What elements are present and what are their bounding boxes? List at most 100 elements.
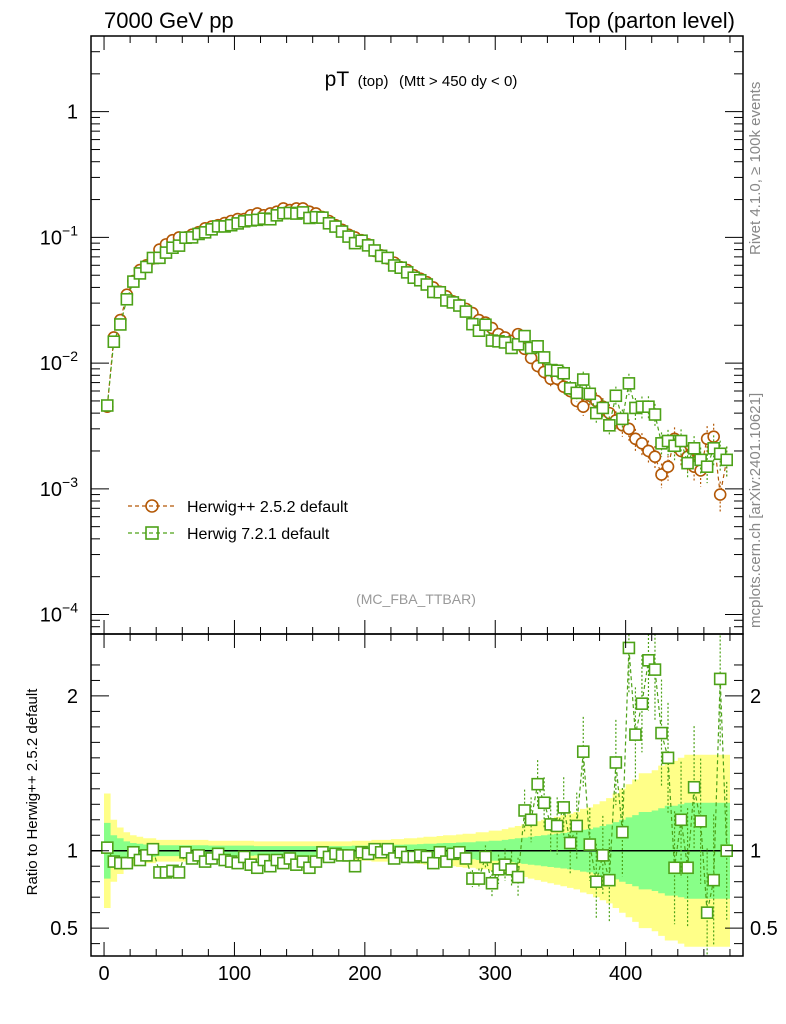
data-point-herwigpp <box>661 460 675 473</box>
y-tick-label: 10−2 <box>40 348 78 375</box>
axes: 0 100 200 300 400 10−4 10−3 10−2 10−1 1 0.5 0.5 1 1 2 2 <box>40 35 778 985</box>
ratio-point <box>563 836 577 850</box>
ratio-point <box>642 654 655 667</box>
ratio-y-tick-label: 2 <box>67 686 78 708</box>
y-tick-label: 10−3 <box>40 474 78 501</box>
data-point-herwigpp <box>648 450 662 464</box>
ratio-point <box>570 819 584 833</box>
ratio-point <box>681 861 694 875</box>
ratio-point <box>694 815 707 828</box>
main-series <box>101 202 734 512</box>
data-point-herwig7 <box>648 408 662 421</box>
x-tick-label: 100 <box>218 963 251 985</box>
y-tick-label: 10−1 <box>40 222 78 249</box>
data-point-herwig7 <box>381 251 394 265</box>
ratio-y-tick-label-right: 0.5 <box>750 918 778 940</box>
data-point-herwig7 <box>133 267 147 280</box>
data-point-herwig7 <box>720 453 734 467</box>
ratio-point <box>616 825 629 839</box>
ratio-point <box>648 663 662 676</box>
ratio-series <box>101 634 734 956</box>
data-point-herwig7 <box>466 317 479 331</box>
ratio-point <box>511 870 525 884</box>
data-point-herwig7 <box>114 318 127 331</box>
ratio-point <box>505 863 518 876</box>
ratio-point <box>700 906 714 919</box>
data-point-herwig7 <box>583 387 597 401</box>
data-point-herwig7 <box>681 456 694 470</box>
x-tick-label: 200 <box>348 963 381 985</box>
data-point-herwigpp <box>622 422 636 436</box>
ratio-y-tick-label-right: 2 <box>750 686 761 708</box>
ratio-point <box>674 813 688 827</box>
data-point-herwig7 <box>570 386 584 400</box>
ratio-point <box>531 777 544 791</box>
ratio-point <box>655 726 668 740</box>
x-tick-label: 400 <box>609 963 642 985</box>
ratio-point <box>381 842 394 856</box>
side-label-mcplots: mcplots.cern.ch [arXiv:2401.10621] <box>747 393 764 628</box>
legend-entry-herwigpp: Herwig++ 2.5.2 default <box>128 499 349 516</box>
ratio-point <box>622 641 636 655</box>
data-point-herwig7 <box>674 434 688 448</box>
legend-marker-square <box>145 526 159 540</box>
series-line-herwigpp <box>106 207 728 495</box>
data-point-herwigpp <box>713 488 727 501</box>
main-plot-frame <box>90 35 744 635</box>
header-right: Top (parton level) <box>565 8 735 33</box>
ratio-point <box>609 756 623 769</box>
ratio-point <box>713 672 727 686</box>
ratio-point <box>629 728 642 741</box>
ratio-point <box>479 850 492 864</box>
ratio-y-tick-label-right: 1 <box>750 841 761 863</box>
data-point-herwig7 <box>479 318 492 332</box>
data-point-herwig7 <box>557 366 571 380</box>
data-point-herwig7 <box>531 340 544 353</box>
ratio-point <box>120 856 134 870</box>
data-point-herwig7 <box>576 373 590 386</box>
ratio-point <box>635 697 649 710</box>
legend-label-herwig7: Herwig 7.2.1 default <box>187 526 330 543</box>
ratio-point <box>557 801 571 814</box>
data-point-herwig7 <box>700 460 714 473</box>
legend-entry-herwig7: Herwig 7.2.1 default <box>128 526 330 543</box>
data-point-herwigpp <box>655 468 668 481</box>
ratio-point <box>426 856 440 870</box>
data-point-herwig7 <box>642 400 655 414</box>
ratio-point <box>707 873 720 887</box>
ratio-point <box>433 845 447 859</box>
data-point-herwig7 <box>609 389 623 403</box>
ratio-point <box>472 872 486 885</box>
data-point-herwig7 <box>127 275 140 288</box>
ratio-point <box>348 859 362 873</box>
ratio-point <box>250 861 264 875</box>
data-point-herwig7 <box>518 329 531 343</box>
data-point-herwig7 <box>537 351 551 364</box>
ratio-point <box>237 850 251 864</box>
y-tick-label: 1 <box>67 102 78 124</box>
ratio-point <box>537 796 551 810</box>
side-label-rivet: Rivet 4.1.0, ≥ 100k events <box>747 82 764 255</box>
data-point-herwig7 <box>420 278 434 291</box>
data-point-herwig7 <box>107 335 121 349</box>
x-tick-label: 0 <box>98 963 109 985</box>
legend: Herwig++ 2.5.2 default Herwig 7.2.1 defa… <box>128 499 349 543</box>
plot-title: pT (top) (Mtt > 450 dy < 0) <box>325 68 518 91</box>
data-point-herwig7 <box>511 338 525 351</box>
x-tick-label: 300 <box>479 963 512 985</box>
ratio-point <box>661 751 675 765</box>
legend-marker-circle <box>145 499 159 513</box>
ratio-point <box>583 838 597 851</box>
ratio-point <box>576 745 590 758</box>
data-point-herwig7 <box>616 412 629 426</box>
ratio-point <box>589 875 603 888</box>
ratio-y-tick-label: 0.5 <box>50 918 78 940</box>
ratio-point <box>146 842 160 856</box>
data-point-herwigpp <box>576 400 590 414</box>
ratio-point <box>172 866 186 879</box>
ratio-point <box>596 849 610 862</box>
ratio-point <box>687 780 701 794</box>
ratio-point <box>668 861 681 875</box>
data-point-herwig7 <box>101 399 114 412</box>
data-point-herwig7 <box>433 285 447 299</box>
